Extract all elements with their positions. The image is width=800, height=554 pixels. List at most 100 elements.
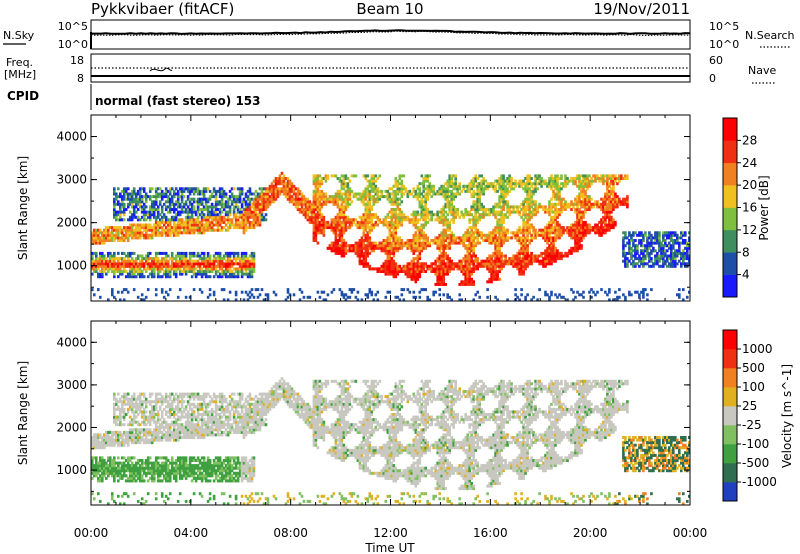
power-cell [184, 215, 188, 219]
power-cell [208, 226, 212, 230]
power-cell [558, 226, 561, 230]
power-cell [402, 288, 406, 292]
power-cell [156, 257, 160, 261]
power-cell [115, 213, 118, 217]
power-cell [524, 228, 527, 232]
power-cell [522, 251, 525, 255]
power-cell [312, 179, 316, 183]
power-cell [160, 267, 164, 271]
power-cell [400, 189, 404, 193]
power-cell [460, 298, 463, 301]
power-cell [176, 197, 180, 201]
power-cell [148, 197, 152, 201]
power-cell [168, 267, 172, 271]
power-cell [126, 254, 130, 258]
power-cell [566, 182, 569, 186]
power-cell [318, 220, 322, 224]
power-cell [526, 179, 529, 183]
power-cell [95, 264, 98, 268]
power-cell [344, 184, 348, 188]
power-cell [214, 259, 218, 263]
power-cell [234, 220, 238, 224]
power-cell [252, 262, 256, 266]
power-cell [200, 231, 204, 235]
power-cell [334, 246, 338, 250]
power-cell [502, 262, 505, 266]
power-cell [184, 187, 188, 191]
power-cell [109, 239, 112, 242]
power-cell [540, 205, 543, 209]
power-cell [464, 254, 467, 258]
power-cell [302, 195, 306, 199]
power-cell [95, 254, 98, 258]
power-cell [244, 205, 248, 209]
power-cell [488, 236, 491, 240]
power-cell [158, 267, 162, 271]
power-cell [142, 275, 146, 279]
power-cell [192, 189, 196, 193]
power-cell [448, 244, 451, 248]
power-cell [368, 231, 372, 235]
power-cell [226, 298, 230, 301]
power-cell [552, 192, 555, 196]
power-cell [124, 226, 128, 230]
power-cell [446, 205, 449, 209]
power-cell [128, 272, 132, 276]
power-cell [500, 231, 503, 235]
power-cell [388, 241, 392, 245]
power-cell [236, 223, 240, 227]
power-cell [238, 208, 242, 211]
power-cell [111, 259, 114, 263]
power-cell [250, 259, 254, 263]
power-cell [578, 202, 581, 206]
power-cell [338, 233, 342, 237]
power-cell [218, 254, 222, 258]
power-cell [572, 233, 575, 237]
power-cell [188, 223, 192, 227]
power-cell [134, 197, 138, 201]
power-cell [338, 192, 342, 196]
power-cell [266, 189, 270, 193]
power-cell [132, 288, 136, 292]
power-cell [420, 213, 424, 217]
power-cell [240, 226, 244, 230]
power-cell [518, 182, 521, 186]
power-cell [556, 249, 559, 253]
power-cell [498, 259, 501, 263]
power-cell [578, 197, 581, 201]
power-cell [316, 205, 320, 209]
power-cell [192, 210, 196, 214]
power-cell [250, 257, 254, 261]
power-cell [188, 267, 192, 271]
power-cell [284, 182, 288, 186]
power-cell [174, 213, 178, 217]
power-cell [230, 223, 234, 227]
power-cell [520, 231, 523, 235]
power-cell [396, 249, 400, 253]
power-cell [220, 226, 224, 230]
power-cell [476, 241, 479, 245]
power-cell [288, 182, 292, 186]
power-cell [500, 264, 503, 268]
power-cell [500, 241, 503, 245]
power-cell [452, 267, 455, 271]
power-cell [302, 197, 306, 201]
power-cell [230, 195, 234, 199]
power-cell [184, 270, 188, 273]
power-cell [498, 226, 501, 230]
power-cell [518, 267, 521, 271]
power-cell [594, 293, 597, 297]
power-cell [424, 239, 427, 242]
power-cell [570, 231, 573, 235]
power-cell [450, 210, 453, 214]
power-cell [492, 259, 495, 263]
power-cell [426, 239, 429, 242]
power-cell [196, 210, 200, 214]
power-cell [496, 251, 499, 255]
power-cell [422, 223, 425, 227]
power-cell [378, 246, 382, 250]
power-cell [364, 262, 368, 266]
power-cell [460, 241, 463, 245]
power-cell [450, 213, 453, 217]
power-cell [113, 187, 116, 191]
